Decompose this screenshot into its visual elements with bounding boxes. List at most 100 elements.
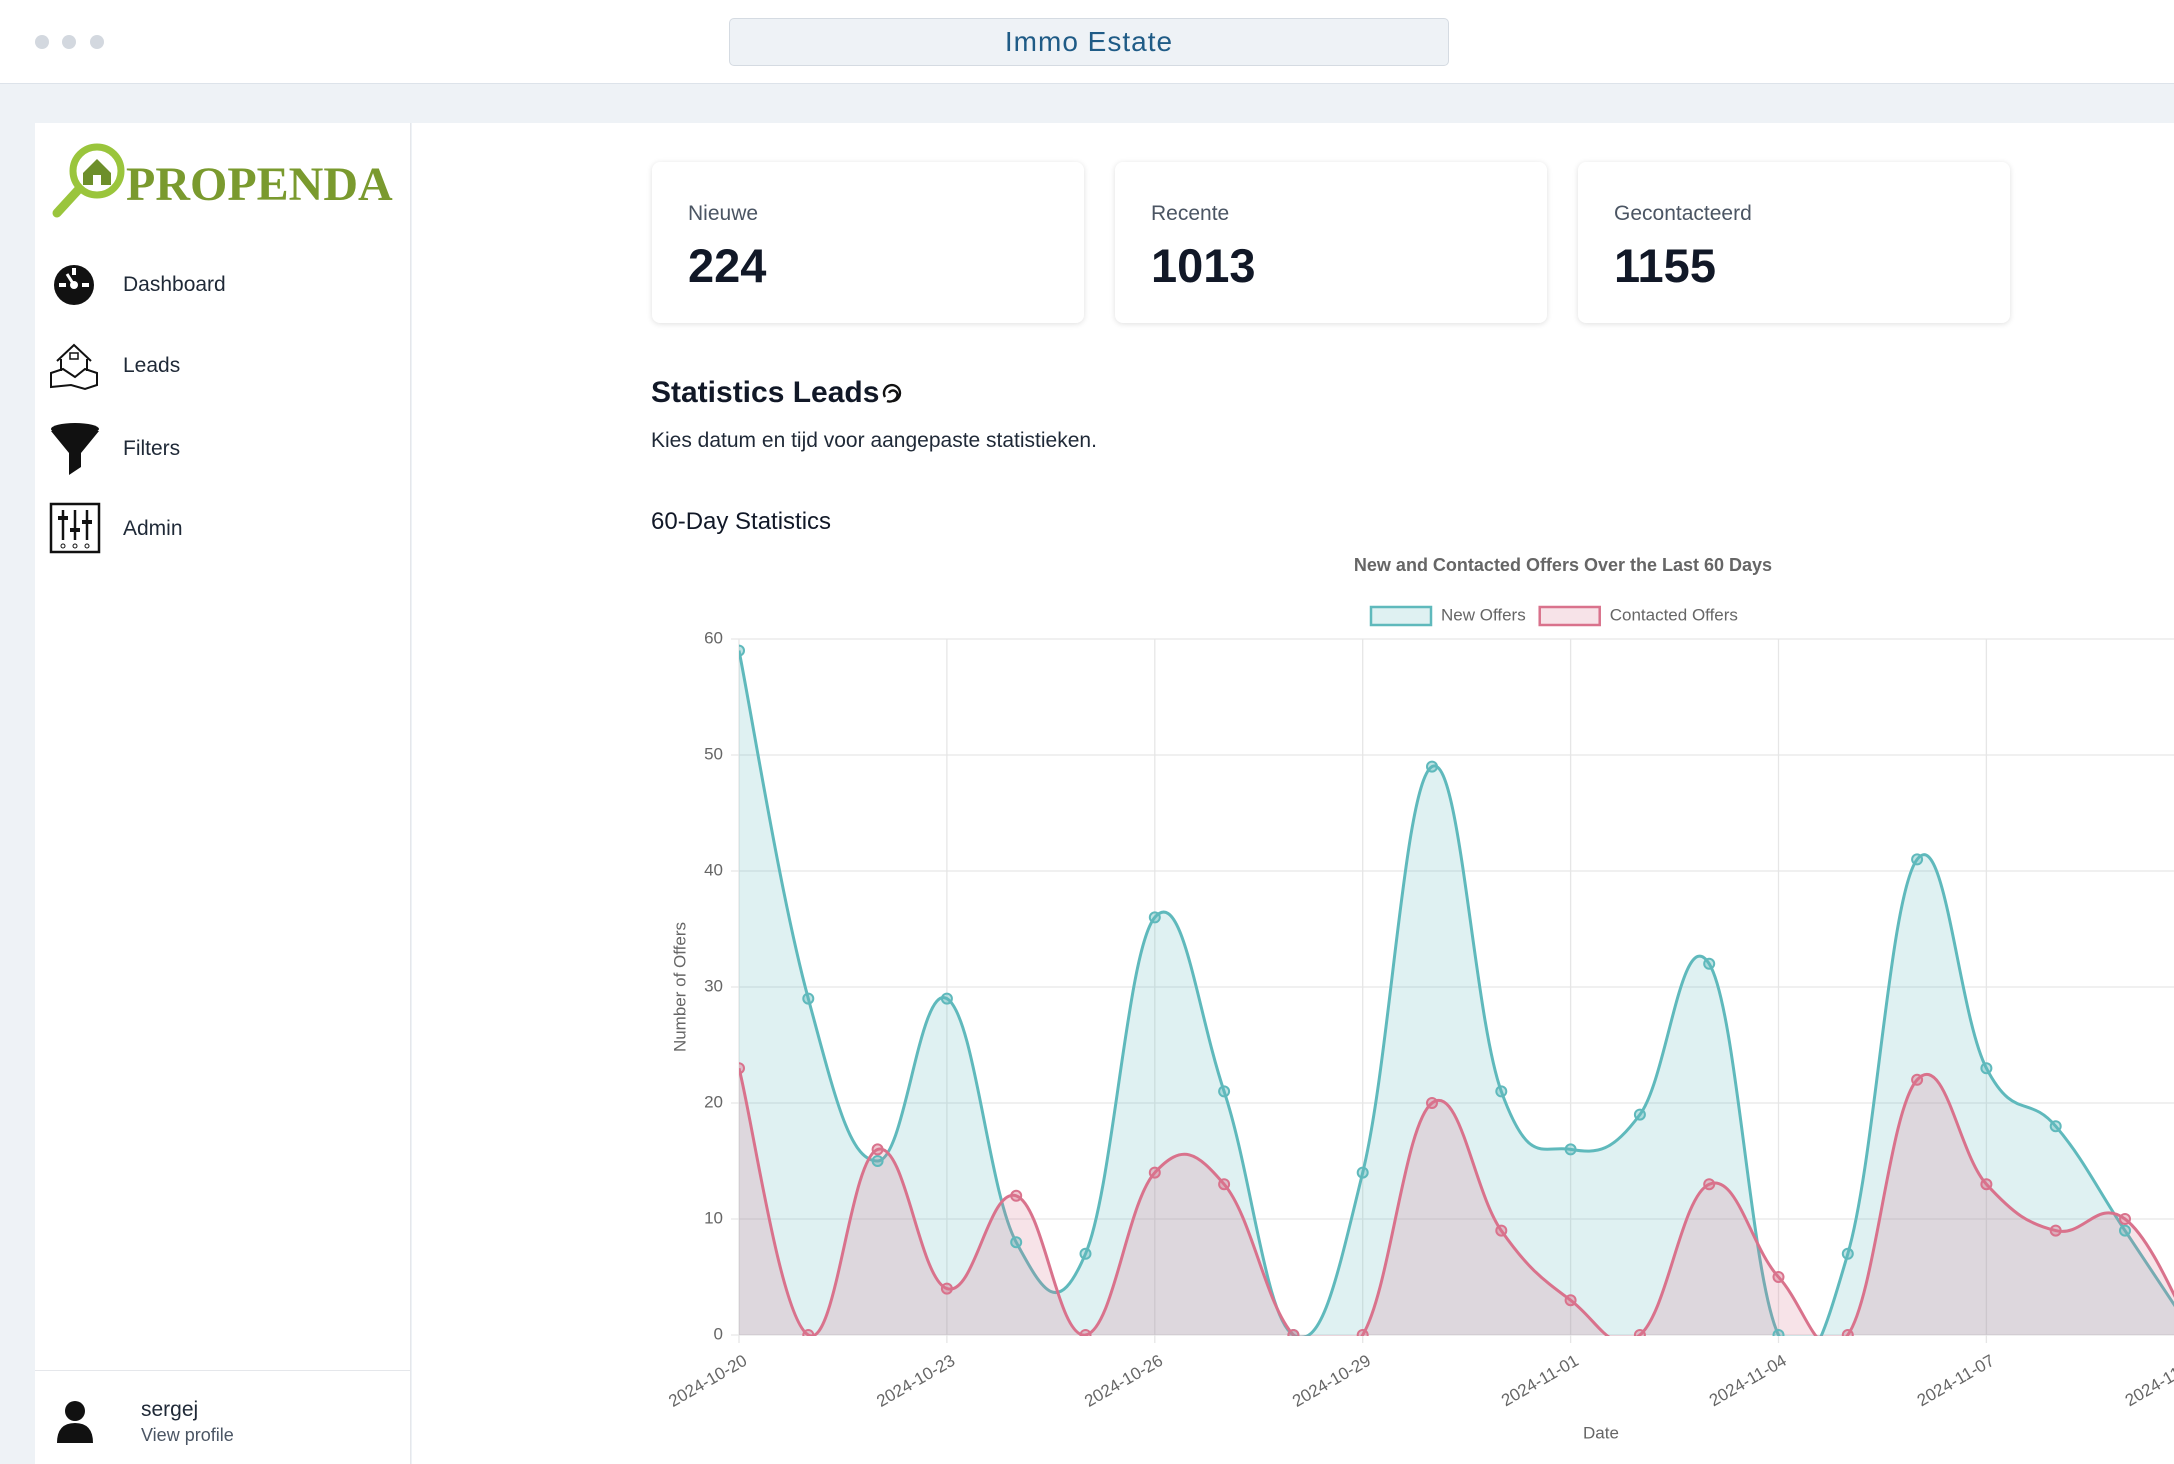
point <box>2119 1224 2131 1237</box>
area-fill <box>739 1068 2174 1336</box>
point <box>802 1329 815 1336</box>
stat-value: 1013 <box>1151 239 1256 292</box>
profile-link[interactable]: View profile <box>141 1425 234 1445</box>
y-tick-label: 0 <box>714 1324 723 1343</box>
point <box>1841 1247 1854 1260</box>
nav-item[interactable]: Leads <box>123 354 181 377</box>
point <box>1218 1085 1231 1098</box>
x-tick-label: 2024-11-01 <box>1498 1351 1582 1410</box>
address-bar[interactable]: Immo Estate <box>729 18 1449 66</box>
point <box>1356 1329 1369 1336</box>
point <box>2049 1120 2062 1133</box>
x-tick-label: 2024-10-20 <box>665 1351 750 1411</box>
chart-title: New and Contacted Offers Over the Last 6… <box>1354 555 1772 575</box>
section-subtitle: Kies datum en tijd voor aangepaste stati… <box>651 429 1097 452</box>
point <box>940 992 953 1005</box>
x-axis-title: Date <box>1583 1423 1619 1442</box>
filters-icon <box>51 423 99 475</box>
point <box>2049 1224 2062 1237</box>
refresh-icon[interactable] <box>879 379 907 405</box>
x-tick-label: 2024-11-04 <box>1706 1351 1790 1410</box>
point <box>1218 1178 1231 1191</box>
section-title-text: Statistics Leads <box>651 376 880 409</box>
admin-icon <box>49 502 101 554</box>
window-dot <box>90 35 104 49</box>
point <box>871 1155 884 1167</box>
user-name: sergej <box>141 1398 199 1421</box>
point <box>871 1143 884 1156</box>
point <box>1703 957 1716 970</box>
user-icon <box>57 1401 93 1443</box>
browser-bar: Immo Estate <box>0 0 2174 84</box>
section-title: Statistics Leads <box>651 376 907 410</box>
y-tick-label: 20 <box>704 1092 723 1111</box>
point <box>1426 1097 1438 1109</box>
nav-item[interactable]: Dashboard <box>123 273 226 296</box>
point <box>1356 1166 1369 1179</box>
main <box>412 123 2174 1464</box>
point <box>940 1282 953 1295</box>
point <box>1079 1247 1092 1260</box>
point <box>1911 1073 1924 1086</box>
window-dot <box>35 35 49 49</box>
point <box>1911 853 1924 866</box>
point <box>1287 1329 1300 1336</box>
area-fill <box>739 650 2174 1336</box>
stat-card: Recente 1013 <box>1115 162 1547 323</box>
point <box>1980 1062 1993 1075</box>
stat-label: Recente <box>1151 202 1230 225</box>
point <box>1633 1329 1646 1336</box>
point <box>802 992 815 1005</box>
point <box>1564 1294 1577 1307</box>
y-tick-label: 30 <box>704 976 723 995</box>
stat-card: Nieuwe 224 <box>652 162 1084 323</box>
dashboard-icon <box>54 265 94 305</box>
point <box>1010 1236 1023 1249</box>
sidebar: PROPENDA Dashboard Leads Filters Admin s… <box>35 123 411 1464</box>
legend-swatch <box>1369 605 1433 627</box>
line <box>739 1067 2174 1336</box>
stat-label: Gecontacteerd <box>1614 202 1752 225</box>
point <box>1010 1189 1023 1202</box>
point <box>1148 1166 1161 1179</box>
x-tick-label: 2024-10-23 <box>873 1351 958 1411</box>
stat-value: 224 <box>688 239 767 292</box>
point <box>739 644 745 657</box>
stat-card: Gecontacteerd 1155 <box>1578 162 2010 323</box>
chart-heading: 60-Day Statistics <box>651 508 832 535</box>
point <box>1980 1178 1993 1191</box>
x-tick-label: 2024-11-07 <box>1914 1351 1998 1410</box>
point <box>1772 1329 1785 1336</box>
y-axis-title: Number of Offers <box>670 922 689 1052</box>
y-tick-label: 50 <box>704 744 723 763</box>
point <box>1564 1143 1577 1156</box>
logo-icon <box>52 143 125 218</box>
stat-value: 1155 <box>1614 239 1716 292</box>
x-tick-label: 2024-10-29 <box>1289 1351 1374 1411</box>
point <box>1703 1178 1716 1191</box>
y-tick-label: 60 <box>704 628 723 647</box>
nav-item[interactable]: Admin <box>123 517 183 540</box>
x-tick-label: 2024-10-26 <box>1081 1351 1166 1411</box>
point <box>1426 760 1438 773</box>
point <box>1148 911 1161 924</box>
legend-swatch <box>1538 605 1601 627</box>
logo-text: PROPENDA <box>126 158 393 211</box>
point <box>1495 1224 1508 1237</box>
y-tick-label: 10 <box>704 1208 723 1227</box>
point <box>1633 1108 1646 1121</box>
y-tick-label: 40 <box>704 860 723 879</box>
nav-item[interactable]: Filters <box>123 437 181 460</box>
leads-icon <box>50 343 98 391</box>
point <box>2119 1213 2131 1225</box>
point <box>1841 1329 1854 1336</box>
legend-label: Contacted Offers <box>1610 605 1738 624</box>
legend-label: New Offers <box>1441 605 1526 624</box>
point <box>1079 1329 1092 1336</box>
stat-label: Nieuwe <box>688 202 759 225</box>
point <box>1495 1085 1508 1098</box>
point <box>739 1062 745 1075</box>
window-dot <box>62 35 76 49</box>
